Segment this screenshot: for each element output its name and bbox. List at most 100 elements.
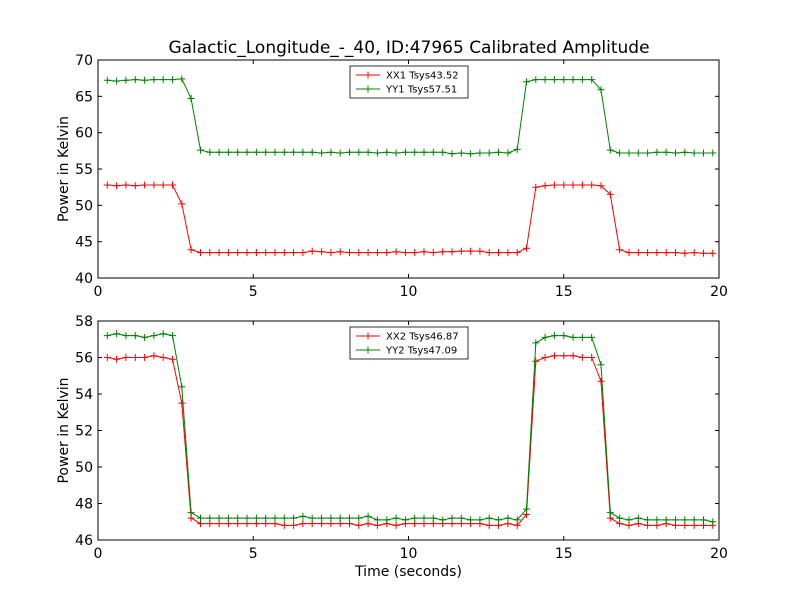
data-point bbox=[513, 516, 521, 524]
data-point bbox=[169, 332, 176, 340]
data-point bbox=[392, 514, 400, 522]
data-point bbox=[532, 183, 540, 191]
data-point bbox=[336, 514, 344, 522]
data-point bbox=[457, 247, 465, 255]
data-point bbox=[457, 514, 465, 522]
data-point bbox=[476, 516, 484, 524]
data-point bbox=[336, 149, 344, 157]
y-tick-label: 54 bbox=[75, 387, 93, 403]
data-point bbox=[653, 148, 661, 156]
data-point bbox=[467, 150, 475, 158]
data-point bbox=[569, 352, 577, 360]
y-tick-label: 45 bbox=[75, 235, 93, 251]
data-point bbox=[597, 377, 605, 385]
data-point bbox=[672, 249, 679, 257]
data-point bbox=[485, 149, 493, 157]
data-point bbox=[187, 95, 195, 102]
data-point bbox=[187, 509, 195, 517]
data-point bbox=[411, 514, 419, 522]
data-point bbox=[280, 514, 288, 522]
data-point bbox=[141, 333, 149, 341]
data-point bbox=[252, 249, 260, 257]
data-point bbox=[634, 249, 642, 257]
legend: XX1 Tsys43.52 YY1 Tsys57.51 bbox=[349, 65, 469, 99]
data-point bbox=[262, 249, 270, 257]
series-yy2 bbox=[103, 330, 717, 526]
data-point bbox=[560, 332, 568, 340]
data-point bbox=[290, 521, 298, 529]
data-point bbox=[308, 514, 316, 522]
data-point bbox=[504, 149, 512, 157]
data-point bbox=[700, 149, 707, 157]
data-point bbox=[457, 149, 465, 157]
data-point bbox=[346, 249, 353, 257]
data-point bbox=[197, 514, 204, 522]
data-point bbox=[411, 148, 419, 156]
data-point bbox=[597, 86, 605, 94]
y-tick-label: 65 bbox=[75, 89, 93, 105]
data-point bbox=[113, 330, 121, 338]
data-point bbox=[169, 181, 176, 189]
data-point bbox=[606, 509, 614, 517]
legend-label: XX2 Tsys46.87 bbox=[386, 332, 459, 343]
data-point bbox=[578, 333, 586, 341]
figure-title: Galactic_Longitude_-_40, ID:47965 Calibr… bbox=[168, 38, 649, 58]
data-point bbox=[411, 249, 419, 257]
data-point bbox=[606, 146, 614, 154]
data-point bbox=[532, 339, 540, 347]
data-point bbox=[485, 249, 493, 257]
data-point bbox=[429, 249, 437, 257]
data-point bbox=[429, 148, 437, 156]
data-point bbox=[532, 76, 540, 84]
data-point bbox=[336, 248, 344, 256]
data-point bbox=[197, 249, 204, 257]
data-point bbox=[392, 149, 400, 157]
data-point bbox=[588, 354, 596, 361]
legend-marker bbox=[364, 332, 372, 340]
data-point bbox=[178, 399, 186, 407]
data-point bbox=[243, 148, 251, 156]
data-point bbox=[681, 249, 689, 257]
data-point bbox=[495, 249, 502, 257]
legend-marker bbox=[364, 85, 372, 93]
data-point bbox=[597, 182, 605, 190]
data-point bbox=[709, 249, 717, 257]
data-point bbox=[523, 244, 530, 252]
data-point bbox=[550, 76, 558, 84]
data-point bbox=[150, 352, 158, 360]
x-tick-label: 5 bbox=[249, 284, 258, 300]
data-point bbox=[159, 330, 167, 338]
data-point bbox=[448, 248, 456, 256]
data-point bbox=[169, 355, 176, 363]
data-point bbox=[476, 149, 484, 157]
data-point bbox=[448, 514, 456, 522]
data-point bbox=[327, 249, 335, 257]
data-point bbox=[280, 249, 288, 257]
data-point bbox=[681, 516, 689, 524]
data-point bbox=[215, 249, 223, 257]
data-point bbox=[243, 249, 251, 257]
series-xx1 bbox=[103, 181, 717, 257]
data-point bbox=[653, 516, 661, 524]
data-point bbox=[634, 514, 642, 522]
data-point bbox=[588, 76, 596, 84]
data-point bbox=[150, 181, 158, 189]
data-point bbox=[224, 148, 232, 156]
data-point bbox=[616, 246, 624, 254]
data-point bbox=[150, 76, 158, 84]
data-point bbox=[541, 333, 549, 341]
data-point bbox=[169, 76, 176, 84]
x-tick-label: 20 bbox=[710, 546, 728, 562]
data-point bbox=[252, 514, 260, 522]
data-point bbox=[262, 514, 270, 522]
data-point bbox=[178, 75, 186, 83]
data-point bbox=[141, 181, 149, 189]
data-point bbox=[569, 181, 577, 189]
data-point bbox=[290, 249, 298, 257]
x-tick-label: 10 bbox=[400, 546, 418, 562]
data-point bbox=[709, 149, 717, 157]
data-point bbox=[131, 354, 139, 361]
data-point bbox=[206, 514, 214, 522]
data-point bbox=[644, 249, 652, 257]
